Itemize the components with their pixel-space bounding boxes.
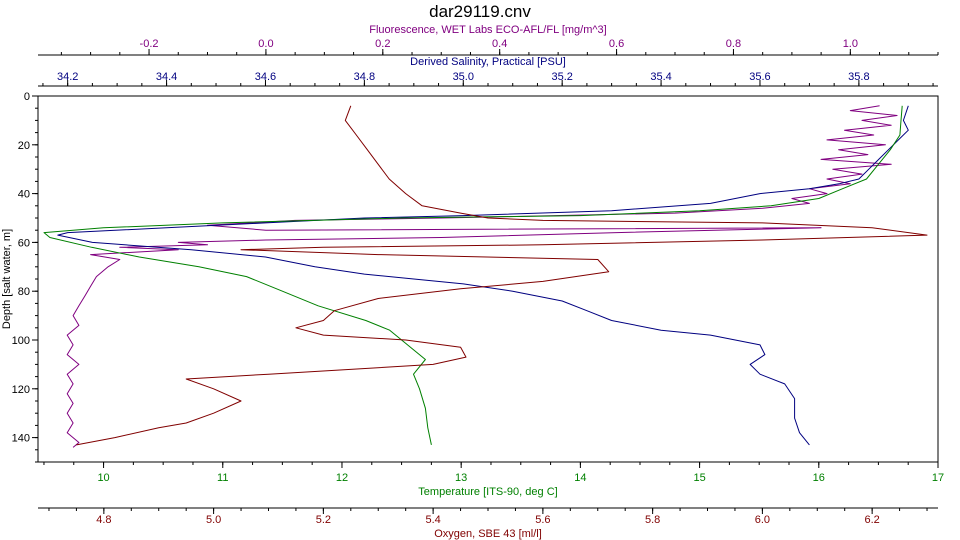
x-tick-label-salinity-34-4: 34.4 bbox=[156, 71, 177, 83]
x-tick-label-salinity-35-8: 35.8 bbox=[848, 71, 869, 83]
x-tick-label-oxygen-5-0: 5.0 bbox=[206, 514, 221, 526]
x-tick-label-fluorescence-0-2: -0.2 bbox=[140, 38, 159, 50]
chart-title: dar29119.cnv bbox=[429, 2, 531, 21]
x-axis-title-temperature: Temperature [ITS-90, deg C] bbox=[418, 486, 557, 498]
x-tick-label-oxygen-5-8: 5.8 bbox=[645, 514, 660, 526]
x-tick-label-fluorescence-1-0: 1.0 bbox=[843, 38, 858, 50]
series-fluorescence-line bbox=[66, 105, 898, 448]
x-axis-title-fluorescence: Fluorescence, WET Labs ECO-AFL/FL [mg/m^… bbox=[369, 24, 606, 36]
x-axis-oxygen: 4.8 5.0 5.2 5.4 5.6 5.8 6.0 6.2 Oxygen, SBE 43 [… bbox=[38, 507, 938, 540]
x-tick-label-oxygen-5-6: 5.6 bbox=[535, 514, 550, 526]
x-tick-label-oxygen-5-2: 5.2 bbox=[316, 514, 331, 526]
x-tick-label-salinity-34-8: 34.8 bbox=[354, 71, 375, 83]
x-tick-label-oxygen-5-4: 5.4 bbox=[425, 514, 440, 526]
y-tick-label-0: 0 bbox=[24, 91, 30, 103]
x-tick-label-fluorescence-0-8: 0.8 bbox=[726, 38, 741, 50]
x-tick-label-temperature-16: 16 bbox=[813, 472, 825, 484]
x-tick-label-salinity-35-2: 35.2 bbox=[551, 71, 572, 83]
x-tick-label-salinity-34-2: 34.2 bbox=[57, 71, 78, 83]
x-axis-title-salinity: Derived Salinity, Practical [PSU] bbox=[410, 56, 566, 68]
x-tick-label-salinity-34-6: 34.6 bbox=[255, 71, 276, 83]
x-axis-title-oxygen: Oxygen, SBE 43 [ml/l] bbox=[434, 528, 542, 540]
y-tick-label-120: 120 bbox=[12, 384, 30, 396]
x-axis-fluorescence: -0.2 0.0 0.2 0.4 0.6 0.8 1.0 Fluorescence, WET … bbox=[38, 24, 939, 56]
y-tick-label-20: 20 bbox=[18, 140, 30, 152]
plot-frame bbox=[37, 95, 939, 463]
x-axis-temperature: 10 11 12 13 14 15 16 17 Temperature [ITS-90, deg… bbox=[43, 462, 944, 498]
series-layer bbox=[43, 105, 928, 448]
x-tick-label-temperature-12: 12 bbox=[336, 472, 348, 484]
x-tick-label-salinity-35-6: 35.6 bbox=[749, 71, 770, 83]
y-axis-depth: 0 20 40 60 80 100 120 140 Depth [salt water, m] bbox=[1, 91, 38, 463]
x-tick-label-fluorescence-0-0: 0.0 bbox=[258, 38, 273, 50]
y-tick-label-80: 80 bbox=[18, 286, 30, 298]
x-tick-label-oxygen-6-2: 6.2 bbox=[864, 514, 879, 526]
x-tick-label-temperature-17: 17 bbox=[932, 472, 944, 484]
x-tick-label-salinity-35-4: 35.4 bbox=[650, 71, 671, 83]
x-tick-label-temperature-14: 14 bbox=[574, 472, 586, 484]
x-tick-label-temperature-10: 10 bbox=[97, 472, 109, 484]
x-tick-label-oxygen-4-8: 4.8 bbox=[96, 514, 111, 526]
y-axis-title: Depth [salt water, m] bbox=[1, 229, 13, 329]
x-tick-label-oxygen-6-0: 6.0 bbox=[755, 514, 770, 526]
x-tick-label-temperature-11: 11 bbox=[217, 472, 228, 484]
series-oxygen-line bbox=[76, 105, 928, 446]
series-temperature-line bbox=[43, 105, 903, 446]
x-tick-label-salinity-35-0: 35.0 bbox=[453, 71, 474, 83]
x-tick-label-fluorescence-0-2: 0.2 bbox=[375, 38, 390, 50]
x-axis-salinity: 34.2 34.4 34.6 34.8 35.0 35.2 35.4 35.6 35.8 Deri… bbox=[38, 56, 938, 87]
x-tick-label-fluorescence-0-4: 0.4 bbox=[492, 38, 507, 50]
y-tick-label-140: 140 bbox=[12, 433, 30, 445]
x-tick-label-temperature-15: 15 bbox=[693, 472, 705, 484]
y-tick-label-40: 40 bbox=[18, 189, 30, 201]
x-tick-label-fluorescence-0-6: 0.6 bbox=[609, 38, 624, 50]
y-tick-label-100: 100 bbox=[12, 335, 30, 347]
y-tick-label-60: 60 bbox=[18, 237, 30, 249]
x-tick-label-temperature-13: 13 bbox=[455, 472, 467, 484]
axes-layer: -0.2 0.0 0.2 0.4 0.6 0.8 1.0 Fluorescence, WET … bbox=[1, 24, 944, 540]
series-salinity-line bbox=[57, 105, 909, 446]
